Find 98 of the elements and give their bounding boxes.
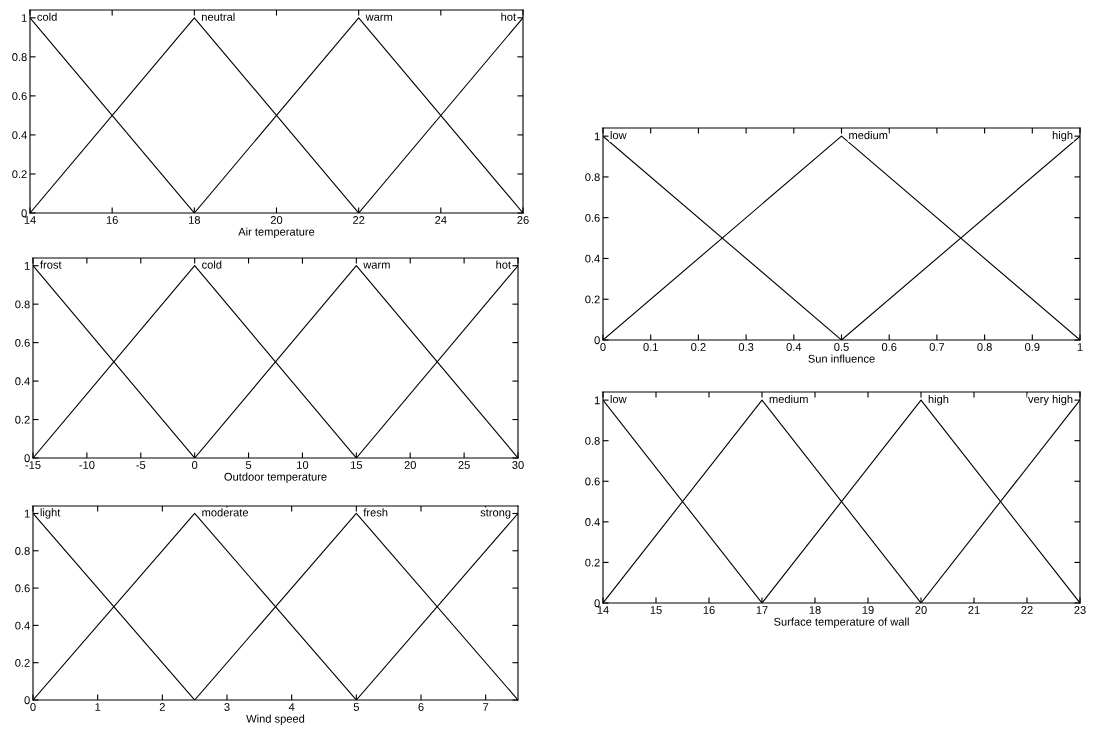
x-tick-label: 15 (351, 461, 363, 469)
x-tick-label: 0.4 (786, 343, 802, 351)
x-tick-label: 25 (458, 461, 470, 469)
x-axis-title: Sun influence (808, 354, 875, 363)
legend-label: frost (40, 260, 62, 269)
x-tick-label: 17 (756, 606, 768, 614)
legend-label: hot (496, 260, 511, 269)
x-tick-label: -5 (136, 461, 146, 469)
y-tick-label: 0.4 (585, 254, 600, 263)
legend-label: medium (849, 130, 888, 140)
y-tick-label: 0.8 (12, 53, 27, 61)
x-tick-label: 1 (95, 703, 101, 711)
x-tick-label: 21 (968, 606, 980, 614)
x-tick-label: 30 (512, 461, 524, 469)
legend-label: high (928, 394, 949, 406)
y-tick-label: 1 (21, 14, 27, 22)
x-tick-label: 5 (353, 703, 359, 711)
x-tick-label: 0.9 (1025, 343, 1040, 351)
y-tick-label: 0.4 (585, 518, 600, 526)
x-tick-label: 20 (270, 216, 283, 224)
y-tick-label: 0.4 (15, 621, 30, 630)
y-tick-label: 0.4 (12, 131, 27, 140)
legend-label: very high (1028, 394, 1073, 406)
x-tick-label: 23 (1074, 606, 1086, 614)
x-tick-label: 22 (1021, 606, 1033, 614)
x-tick-label: -10 (79, 461, 95, 469)
x-tick-label: 18 (189, 216, 201, 224)
x-tick-label: 0.8 (977, 343, 992, 351)
y-tick-label: 0 (24, 696, 30, 705)
x-tick-label: 0.7 (929, 343, 945, 351)
y-tick-label: 0 (21, 209, 27, 218)
x-tick-label: 16 (106, 216, 118, 224)
x-tick-label: 20 (404, 461, 416, 469)
x-tick-label: 0.3 (738, 343, 754, 351)
y-tick-label: 0 (24, 454, 30, 463)
legend-label: medium (769, 394, 808, 404)
y-tick-label: 0.2 (585, 558, 600, 567)
x-axis-title: Surface temperature of wall (774, 617, 909, 628)
x-tick-label: 0 (600, 343, 606, 351)
legend-label: moderate (202, 508, 249, 517)
x-axis-title: Wind speed (246, 714, 305, 725)
x-tick-label: 16 (703, 606, 715, 614)
x-tick-label: 20 (915, 606, 927, 614)
y-tick-label: 1 (594, 132, 600, 141)
legend-label: warm (363, 262, 390, 269)
y-tick-label: 0.4 (15, 377, 30, 386)
x-axis-title: Air temperature (238, 227, 315, 238)
x-tick-label: 0.2 (691, 343, 706, 351)
x-tick-label: 7 (483, 703, 489, 711)
y-tick-label: 0 (594, 336, 600, 345)
y-tick-label: 1 (24, 509, 30, 518)
y-tick-label: 0.8 (15, 547, 30, 555)
y-tick-label: 0.6 (12, 92, 27, 101)
x-tick-label: 19 (862, 606, 874, 614)
x-tick-label: 0.6 (881, 343, 897, 351)
x-tick-label: 0 (192, 461, 198, 469)
x-tick-label: 0.1 (643, 343, 658, 351)
x-tick-label: 22 (353, 216, 365, 224)
x-tick-label: 6 (418, 703, 424, 711)
x-tick-label: 24 (435, 216, 447, 224)
x-tick-label: 15 (650, 606, 662, 614)
y-tick-label: 0.2 (12, 170, 27, 179)
y-tick-label: 0.2 (15, 415, 30, 424)
x-axis-title: Outdoor temperature (224, 472, 327, 483)
legend-label: high (1052, 130, 1073, 142)
series-label: cold (202, 260, 222, 269)
legend-label: low (610, 130, 627, 140)
x-tick-label: 10 (297, 461, 309, 469)
y-tick-label: 0.2 (585, 295, 600, 304)
series-label: low (610, 394, 627, 404)
y-tick-label: 0 (594, 599, 600, 608)
x-tick-label: 0 (30, 703, 36, 711)
legend-label: neutral (202, 12, 235, 21)
legend-label: hot (501, 12, 516, 21)
x-tick-label: -15 (25, 461, 41, 469)
y-tick-label: 0.2 (15, 658, 30, 667)
x-tick-label: 1 (1077, 343, 1083, 351)
y-tick-label: 0.8 (585, 436, 600, 445)
x-tick-label: 3 (224, 703, 230, 711)
y-tick-label: 1 (594, 396, 600, 405)
y-tick-label: 1 (24, 262, 30, 270)
legend-label: strong (480, 509, 511, 519)
y-tick-label: 0.8 (15, 300, 30, 309)
series-label: cold (37, 12, 57, 21)
y-tick-label: 0.6 (585, 477, 600, 486)
x-tick-label: 18 (809, 606, 821, 614)
legend-label: warm (365, 14, 393, 21)
x-tick-label: 5 (245, 461, 252, 469)
x-tick-label: 2 (159, 703, 165, 711)
x-tick-label: 4 (288, 703, 295, 711)
x-tick-label: 0.5 (834, 343, 849, 351)
y-tick-label: 0.8 (585, 173, 600, 182)
series-label: light (40, 508, 61, 519)
legend-label: fresh (363, 508, 388, 517)
x-tick-label: 14 (597, 606, 609, 614)
x-tick-label: 26 (517, 216, 529, 224)
y-tick-label: 0.6 (15, 584, 30, 593)
x-tick-label: 14 (24, 216, 36, 224)
